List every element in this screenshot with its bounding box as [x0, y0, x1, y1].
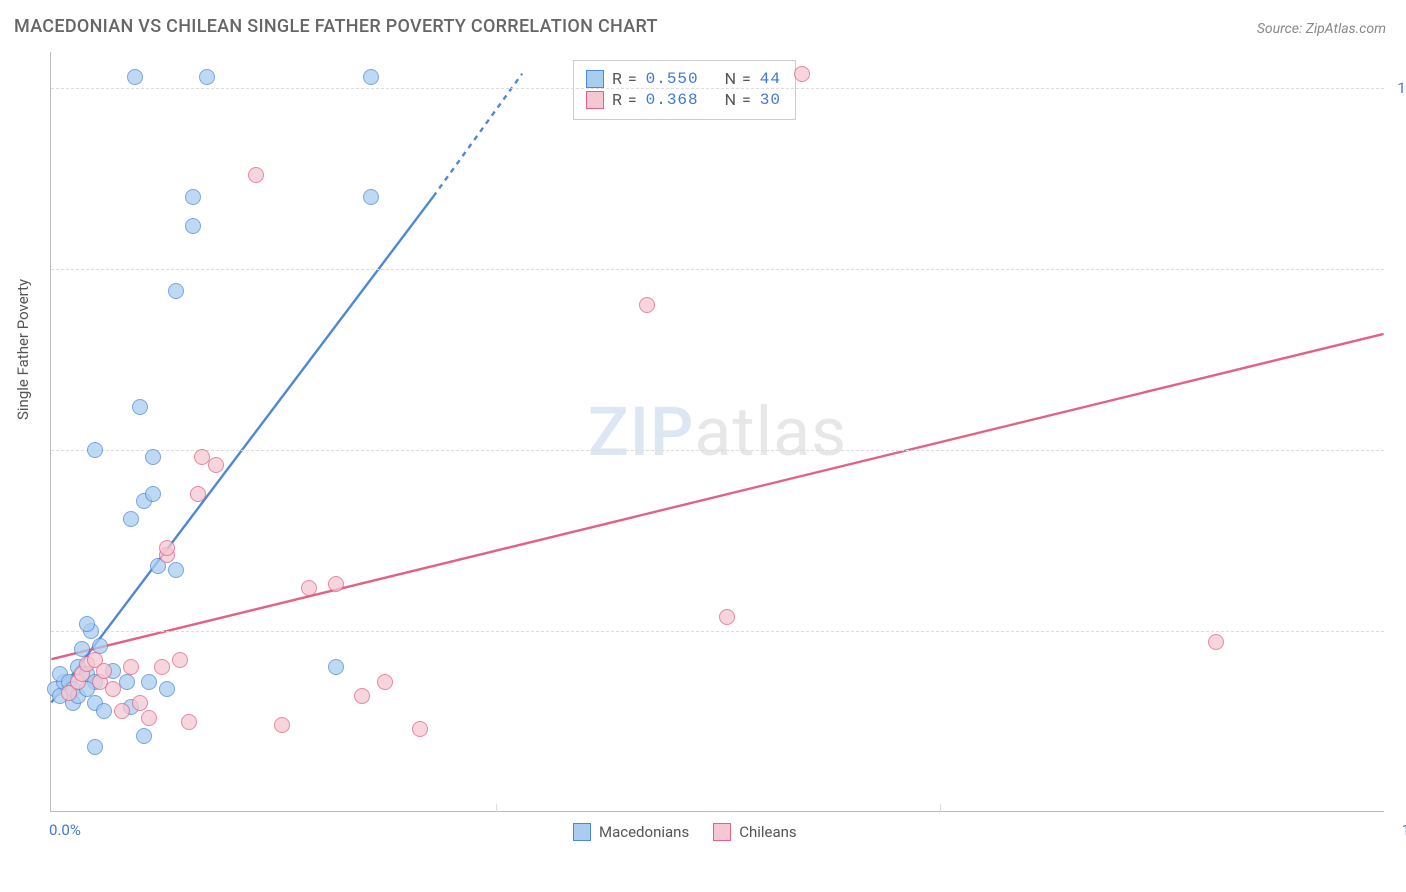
scatter-point-macedonians [168, 562, 184, 578]
legend-item: Chileans [713, 823, 796, 841]
stats-row: R = 0.550 N = 44 [586, 69, 781, 88]
scatter-point-chileans [328, 576, 344, 592]
scatter-point-macedonians [79, 616, 95, 632]
r-value: 0.368 [646, 91, 699, 109]
scatter-point-macedonians [199, 69, 215, 85]
scatter-point-chileans [172, 652, 188, 668]
stats-row: R = 0.368 N = 30 [586, 90, 781, 109]
legend-label: Macedonians [599, 823, 689, 841]
n-label: N = [725, 90, 752, 109]
trend-line [433, 74, 522, 197]
scatter-point-chileans [639, 297, 655, 313]
scatter-point-chileans [354, 688, 370, 704]
scatter-point-chileans [181, 714, 197, 730]
scatter-point-chileans [274, 717, 290, 733]
scatter-point-macedonians [96, 703, 112, 719]
y-axis-label: Single Father Poverty [14, 279, 32, 420]
chart-title: MACEDONIAN VS CHILEAN SINGLE FATHER POVE… [14, 16, 658, 37]
legend-swatch [586, 70, 604, 88]
scatter-point-chileans [141, 710, 157, 726]
gridline-vertical-tick [940, 804, 941, 812]
scatter-point-chileans [190, 486, 206, 502]
scatter-point-chileans [154, 659, 170, 675]
trend-lines-layer [51, 52, 1384, 811]
scatter-point-chileans [132, 695, 148, 711]
source-attribution: Source: ZipAtlas.com [1257, 21, 1386, 37]
watermark-logo: ZIPatlas [588, 392, 848, 472]
watermark-zip: ZIP [588, 392, 695, 472]
legend-swatch [713, 823, 731, 841]
x-tick-label-min: 0.0% [49, 821, 81, 839]
scatter-point-chileans [794, 66, 810, 82]
scatter-point-chileans [412, 721, 428, 737]
scatter-point-macedonians [363, 69, 379, 85]
r-label: R = [612, 69, 638, 88]
legend-swatch [586, 91, 604, 109]
legend-swatch [573, 823, 591, 841]
scatter-point-macedonians [136, 728, 152, 744]
x-tick-label-max: 15.0% [1402, 821, 1406, 839]
scatter-point-macedonians [127, 69, 143, 85]
watermark-atlas: atlas [694, 392, 847, 472]
scatter-point-macedonians [328, 659, 344, 675]
scatter-point-macedonians [145, 486, 161, 502]
gridline-horizontal [51, 631, 1384, 632]
scatter-point-macedonians [123, 511, 139, 527]
scatter-point-macedonians [159, 681, 175, 697]
y-tick-label: 50.0% [1390, 441, 1406, 459]
scatter-point-macedonians [363, 189, 379, 205]
r-label: R = [612, 90, 638, 109]
scatter-point-chileans [114, 703, 130, 719]
series-legend: Macedonians Chileans [573, 823, 797, 841]
legend-item: Macedonians [573, 823, 689, 841]
plot-area: ZIPatlas R =0.550N =44R =0.368N =30 Mace… [50, 52, 1384, 812]
scatter-point-macedonians [168, 283, 184, 299]
n-label: N = [725, 69, 752, 88]
n-value: 44 [760, 70, 781, 88]
y-tick-label: 100.0% [1390, 79, 1406, 97]
scatter-point-macedonians [141, 674, 157, 690]
scatter-point-macedonians [87, 739, 103, 755]
y-tick-label: 75.0% [1390, 260, 1406, 278]
chart-header: MACEDONIAN VS CHILEAN SINGLE FATHER POVE… [14, 16, 1386, 37]
scatter-point-macedonians [87, 442, 103, 458]
scatter-point-macedonians [145, 449, 161, 465]
scatter-point-chileans [377, 674, 393, 690]
gridline-horizontal [51, 88, 1384, 89]
scatter-point-chileans [105, 681, 121, 697]
scatter-point-macedonians [185, 218, 201, 234]
gridline-horizontal [51, 269, 1384, 270]
trend-line [51, 334, 1383, 659]
scatter-point-chileans [1208, 634, 1224, 650]
scatter-point-chileans [123, 659, 139, 675]
scatter-point-chileans [96, 663, 112, 679]
n-value: 30 [760, 91, 781, 109]
scatter-point-chileans [248, 167, 264, 183]
scatter-point-chileans [301, 580, 317, 596]
scatter-point-chileans [208, 457, 224, 473]
legend-label: Chileans [739, 823, 796, 841]
correlation-stats-box: R = 0.550 N = 44 R = 0.368 N = 30 [573, 60, 796, 120]
scatter-point-macedonians [185, 189, 201, 205]
scatter-point-chileans [159, 540, 175, 556]
scatter-point-macedonians [132, 399, 148, 415]
gridline-vertical-tick [496, 804, 497, 812]
r-value: 0.550 [646, 70, 699, 88]
scatter-point-chileans [719, 609, 735, 625]
gridline-horizontal [51, 450, 1384, 451]
y-tick-label: 25.0% [1390, 622, 1406, 640]
